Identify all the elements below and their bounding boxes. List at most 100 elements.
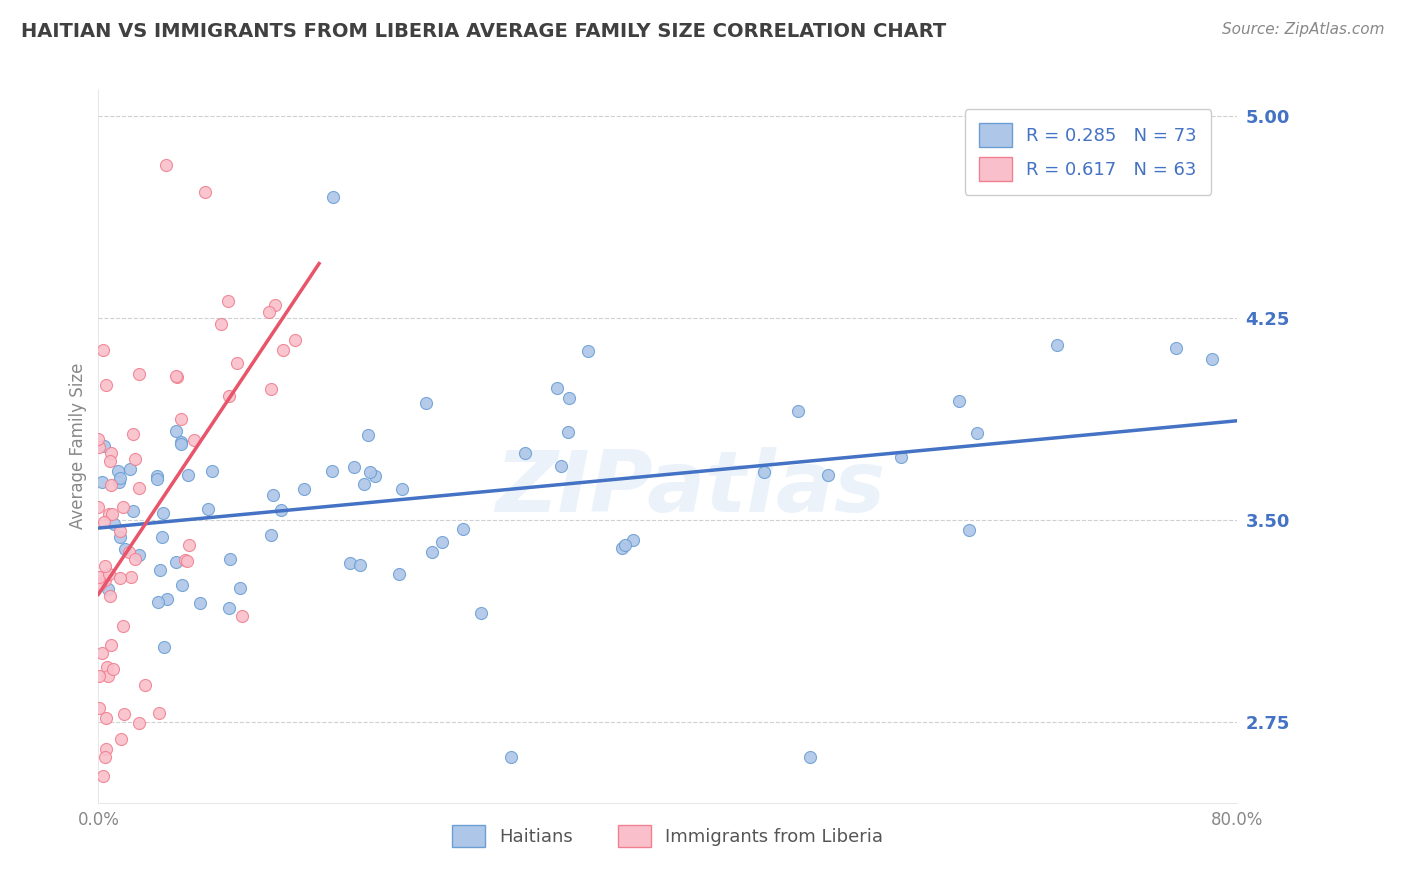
- Point: [128, 481, 150, 495]
- Point: [148, 706, 170, 721]
- Point: [391, 482, 413, 496]
- Point: [90, 475, 112, 489]
- Point: [387, 567, 409, 582]
- Point: [284, 334, 307, 348]
- Point: [153, 640, 176, 654]
- Point: [353, 476, 375, 491]
- Point: [93, 515, 115, 529]
- Point: [420, 545, 443, 559]
- Point: [118, 462, 141, 476]
- Point: [146, 469, 169, 483]
- Point: [94, 711, 117, 725]
- Point: [103, 662, 125, 676]
- Point: [218, 600, 240, 615]
- Point: [201, 465, 224, 479]
- Point: [122, 427, 145, 442]
- Point: [94, 378, 117, 392]
- Point: [817, 468, 839, 483]
- Point: [557, 425, 579, 440]
- Point: [262, 488, 284, 502]
- Point: [786, 403, 808, 417]
- Point: [94, 749, 117, 764]
- Point: [100, 478, 122, 492]
- Point: [149, 563, 172, 577]
- Point: [97, 582, 120, 597]
- Point: [107, 464, 129, 478]
- Point: [166, 370, 188, 384]
- Point: [515, 446, 537, 460]
- Point: [89, 570, 111, 584]
- Point: [501, 750, 523, 764]
- Point: [146, 472, 169, 486]
- Point: [217, 293, 239, 308]
- Point: [321, 464, 343, 478]
- Point: [188, 596, 211, 610]
- Point: [176, 554, 198, 568]
- Point: [93, 558, 115, 573]
- Point: [98, 590, 121, 604]
- Point: [166, 555, 188, 569]
- Point: [98, 566, 121, 581]
- Text: HAITIAN VS IMMIGRANTS FROM LIBERIA AVERAGE FAMILY SIZE CORRELATION CHART: HAITIAN VS IMMIGRANTS FROM LIBERIA AVERA…: [21, 22, 946, 41]
- Point: [108, 475, 131, 490]
- Point: [292, 483, 315, 497]
- Point: [108, 471, 131, 485]
- Point: [152, 506, 174, 520]
- Point: [357, 427, 380, 442]
- Point: [359, 465, 381, 479]
- Point: [108, 530, 131, 544]
- Point: [550, 458, 572, 473]
- Point: [270, 503, 292, 517]
- Point: [103, 517, 125, 532]
- Point: [260, 528, 283, 542]
- Point: [91, 769, 114, 783]
- Point: [97, 668, 120, 682]
- Point: [89, 576, 111, 591]
- Point: [558, 391, 581, 405]
- Point: [174, 552, 197, 566]
- Point: [948, 393, 970, 408]
- Point: [101, 507, 124, 521]
- Point: [322, 190, 344, 204]
- Point: [124, 552, 146, 566]
- Point: [754, 465, 776, 479]
- Point: [183, 433, 205, 447]
- Point: [209, 317, 232, 331]
- Point: [110, 732, 132, 747]
- Point: [93, 343, 115, 357]
- Point: [226, 356, 249, 370]
- Point: [87, 440, 110, 454]
- Point: [128, 548, 150, 562]
- Point: [146, 594, 169, 608]
- Point: [546, 381, 568, 395]
- Point: [169, 435, 191, 450]
- Point: [612, 541, 634, 555]
- Point: [112, 706, 135, 721]
- Point: [124, 452, 146, 467]
- Point: [166, 424, 188, 438]
- Point: [98, 454, 121, 468]
- Point: [128, 367, 150, 381]
- Point: [231, 608, 253, 623]
- Point: [98, 508, 121, 522]
- Point: [111, 500, 134, 515]
- Point: [128, 716, 150, 731]
- Point: [156, 591, 179, 606]
- Point: [87, 432, 110, 446]
- Point: [155, 158, 177, 172]
- Point: [194, 185, 217, 199]
- Point: [218, 552, 240, 566]
- Point: [87, 500, 110, 514]
- Point: [177, 467, 200, 482]
- Legend: Haitians, Immigrants from Liberia: Haitians, Immigrants from Liberia: [446, 818, 890, 855]
- Point: [349, 558, 371, 572]
- Point: [91, 646, 114, 660]
- Point: [108, 524, 131, 538]
- Point: [1166, 341, 1188, 355]
- Point: [1045, 338, 1067, 352]
- Point: [259, 382, 281, 396]
- Point: [470, 606, 492, 620]
- Point: [451, 522, 474, 536]
- Point: [890, 450, 912, 464]
- Point: [218, 389, 240, 403]
